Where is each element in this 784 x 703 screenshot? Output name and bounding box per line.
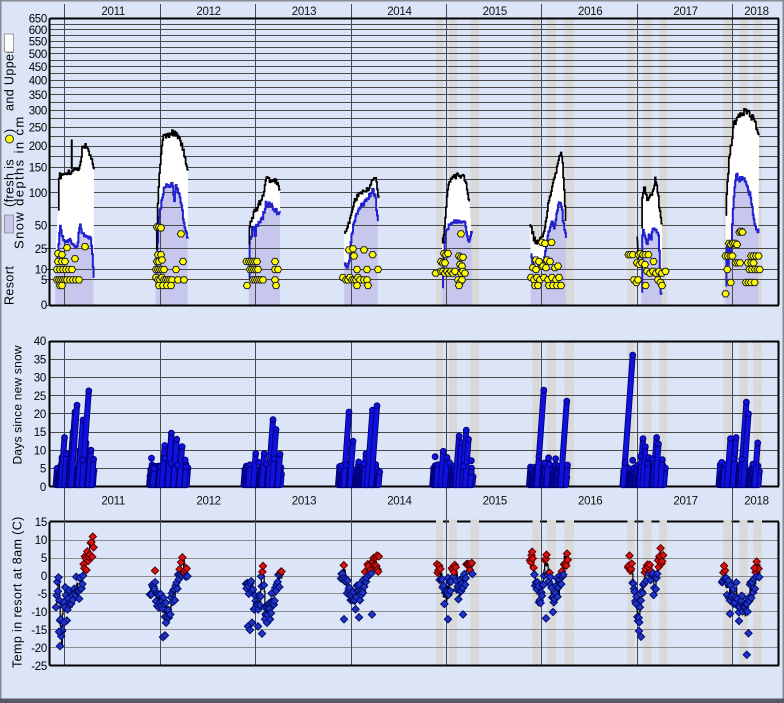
- svg-text:30: 30: [34, 373, 46, 385]
- svg-text:50: 50: [35, 221, 47, 233]
- svg-text:Days since new snow: Days since new snow: [11, 345, 25, 464]
- svg-text:-20: -20: [31, 643, 47, 655]
- svg-text:2018: 2018: [744, 496, 768, 508]
- svg-text:350: 350: [29, 90, 47, 102]
- svg-text:10: 10: [34, 445, 46, 457]
- svg-text:600: 600: [29, 25, 47, 37]
- svg-text:500: 500: [29, 49, 47, 61]
- svg-text:Resort: Resort: [3, 266, 17, 305]
- svg-text:2011: 2011: [101, 496, 125, 508]
- svg-text:35: 35: [34, 354, 46, 366]
- svg-text:20: 20: [34, 409, 46, 421]
- svg-text:5: 5: [40, 464, 46, 476]
- svg-text:5: 5: [41, 275, 47, 287]
- svg-text:2012: 2012: [196, 496, 220, 508]
- svg-text:2014: 2014: [387, 6, 412, 18]
- svg-text:and Upper: and Upper: [3, 49, 17, 111]
- svg-text:2015: 2015: [483, 496, 507, 508]
- svg-text:): ): [3, 129, 17, 133]
- svg-text:550: 550: [29, 37, 47, 49]
- svg-text:15: 15: [35, 517, 47, 529]
- svg-text:0: 0: [41, 300, 47, 312]
- svg-text:450: 450: [29, 62, 47, 74]
- svg-text:-25: -25: [31, 661, 47, 673]
- svg-text:300: 300: [29, 106, 47, 118]
- svg-text:2017: 2017: [673, 6, 697, 18]
- svg-text:200: 200: [29, 141, 47, 153]
- svg-text:2013: 2013: [292, 496, 316, 508]
- svg-text:-10: -10: [31, 607, 47, 619]
- svg-text:0: 0: [40, 482, 46, 494]
- svg-text:10: 10: [35, 265, 47, 277]
- svg-text:2011: 2011: [101, 6, 125, 18]
- svg-text:2017: 2017: [673, 496, 697, 508]
- svg-text:0: 0: [41, 571, 47, 583]
- svg-text:10: 10: [35, 535, 47, 547]
- svg-text:2016: 2016: [578, 496, 602, 508]
- svg-text:2012: 2012: [196, 6, 220, 18]
- svg-text:5: 5: [41, 553, 47, 565]
- svg-text:(fresh is: (fresh is: [3, 159, 17, 207]
- svg-text:2014: 2014: [387, 496, 412, 508]
- svg-text:2015: 2015: [483, 6, 507, 18]
- svg-text:25: 25: [35, 244, 47, 256]
- svg-text:2013: 2013: [292, 6, 316, 18]
- svg-text:-5: -5: [37, 589, 47, 601]
- svg-text:650: 650: [29, 14, 47, 26]
- svg-text:15: 15: [34, 427, 46, 439]
- svg-text:150: 150: [29, 163, 47, 175]
- svg-text:100: 100: [29, 188, 47, 200]
- svg-text:Temp in resort at 8am (C): Temp in resort at 8am (C): [11, 516, 25, 668]
- svg-text:40: 40: [34, 336, 46, 348]
- svg-text:-15: -15: [31, 625, 47, 637]
- svg-text:2016: 2016: [578, 6, 602, 18]
- svg-text:250: 250: [29, 122, 47, 134]
- svg-text:25: 25: [34, 391, 46, 403]
- svg-text:400: 400: [29, 75, 47, 87]
- svg-text:2018: 2018: [744, 6, 768, 18]
- svg-text:Snow depths in cm: Snow depths in cm: [12, 115, 27, 249]
